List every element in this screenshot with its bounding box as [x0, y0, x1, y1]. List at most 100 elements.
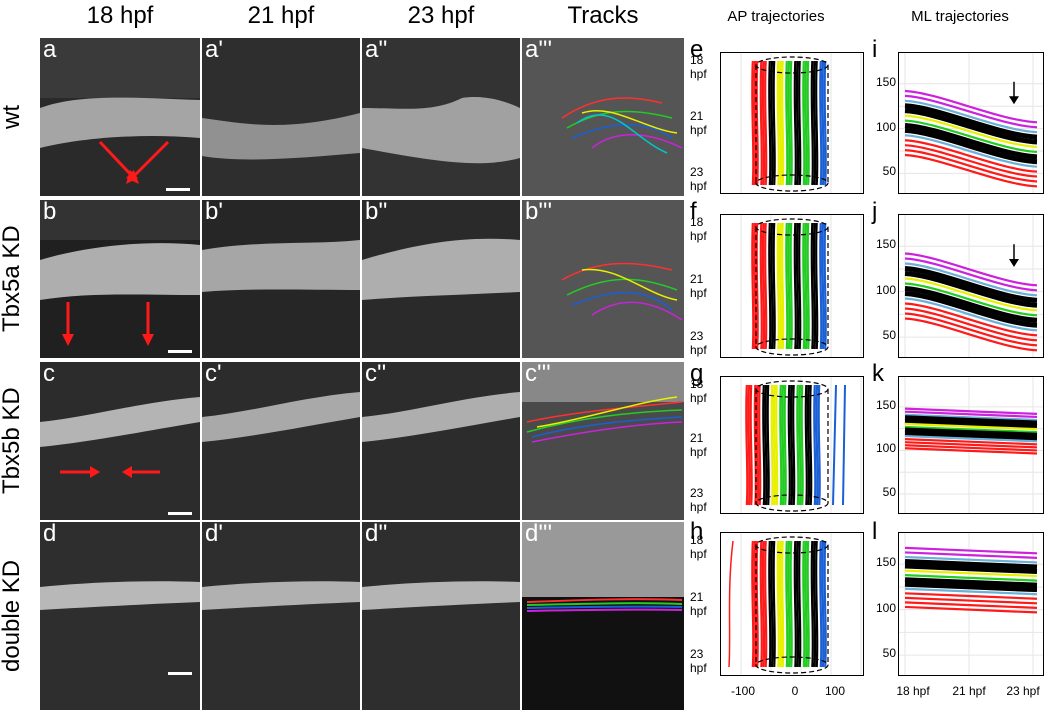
panel-label: a: [43, 38, 57, 63]
panel-label: c: [43, 362, 55, 387]
ap-trajectory: [806, 60, 810, 186]
ml-x-tick: 21 hpf: [952, 684, 986, 698]
ap-trajectory: [821, 540, 825, 668]
row-label-wt: wt: [0, 105, 25, 129]
ap-time-tick: 21 hpf: [690, 272, 707, 301]
ml-label-l: l: [872, 518, 878, 545]
panel-label: a': [205, 38, 223, 63]
ap-trajectory: [761, 540, 766, 668]
panel-label: a''': [525, 38, 553, 63]
ap-trajectory: [789, 384, 794, 506]
ap-trajectory: [806, 384, 811, 506]
ap-trajectory: [810, 222, 814, 350]
ml-plot-l: [898, 532, 1044, 676]
ml-trajectory: [904, 94, 1038, 129]
ap-time-tick: 18 hpf: [690, 376, 707, 405]
ap-trajectory: [781, 540, 785, 668]
ap-trajectory: [809, 384, 813, 506]
panel-d-dprime: d'': [362, 522, 520, 710]
panel-label: a'': [365, 38, 388, 63]
ml-y-tick: 150: [875, 74, 896, 89]
ap-trajectory: [815, 222, 819, 350]
ml-label-i: i: [872, 36, 878, 63]
ml-trajectory: [904, 441, 1038, 449]
ap-time-tick: 21 hpf: [690, 431, 707, 460]
ap-time-tick: 18 hpf: [690, 533, 707, 562]
ap-time-tick: 18 hpf: [690, 53, 707, 82]
ap-trajectory: [753, 222, 757, 350]
ml-trajectory: [904, 563, 1038, 575]
ap-trajectory: [802, 60, 806, 186]
ap-trajectory: [758, 384, 762, 506]
panel-b: b: [40, 200, 200, 358]
panel-label: d''': [525, 522, 553, 547]
ml-trajectory: [904, 601, 1038, 609]
ap-time-tick: 23 hpf: [690, 485, 707, 514]
ap-time-tick: 23 hpf: [690, 165, 707, 194]
ap-trajectory: [798, 540, 802, 668]
ap-time-tick: 21 hpf: [690, 109, 707, 138]
ml-trajectory: [904, 592, 1038, 600]
ap-trajectory: [768, 222, 772, 350]
ap-trajectory: [772, 540, 776, 668]
ml-trajectory: [904, 271, 1038, 308]
panel-label: b: [43, 200, 57, 225]
panel-d: d: [40, 522, 200, 710]
ml-trajectory: [904, 103, 1038, 140]
ml-trajectory: [904, 581, 1038, 593]
ap-trajectory: [785, 540, 789, 668]
ap-trajectory: [804, 222, 808, 350]
ml-trajectory: [904, 317, 1038, 352]
ml-trajectory: [904, 596, 1038, 605]
ap-trajectory: [798, 384, 802, 506]
ap-trajectory: [815, 60, 819, 186]
ap-trajectory: [783, 384, 787, 506]
ap-trajectory: [781, 222, 785, 350]
panel-label: d'': [365, 522, 388, 547]
ap-trajectory: [772, 222, 776, 350]
ap-trajectory: [817, 384, 821, 506]
ap-trajectory: [819, 60, 823, 186]
ap-trajectory: [823, 540, 827, 668]
panel-a: a: [40, 38, 200, 196]
ap-plot-f: [720, 214, 864, 358]
region-ellipse: [755, 174, 829, 192]
ml-trajectory: [904, 551, 1038, 559]
ap-trajectory: [781, 60, 785, 186]
ml-plot-j: [898, 214, 1044, 358]
ml-trajectory: [904, 605, 1038, 614]
ml-trajectory: [904, 559, 1038, 570]
ml-trajectory: [904, 307, 1038, 342]
ap-trajectory: [755, 384, 760, 506]
ml-trajectory: [904, 577, 1038, 588]
ap-trajectory: [785, 222, 789, 350]
ml-y-tick: 100: [875, 119, 896, 134]
ap-trajectory: [795, 60, 800, 186]
ap-trajectory: [806, 222, 810, 350]
ap-trajectory: [749, 384, 753, 506]
ml-trajectory: [904, 418, 1038, 429]
ml-trajectory: [904, 422, 1038, 431]
ap-trajectory: [815, 384, 819, 506]
panel-a-dprime: a'': [362, 38, 520, 196]
ap-trajectory: [747, 384, 751, 506]
ml-trajectory: [904, 415, 1038, 426]
ml-trajectory: [904, 252, 1038, 287]
ap-label-f: f: [690, 198, 697, 225]
ml-trajectory: [904, 149, 1038, 183]
header-ap: AP trajectories: [727, 8, 825, 25]
panel-label: d: [43, 522, 57, 547]
ap-time-tick: 23 hpf: [690, 328, 707, 357]
ap-time-tick: 21 hpf: [690, 590, 707, 619]
ml-trajectory: [904, 153, 1038, 188]
panel-b-tracks: b''': [522, 200, 684, 358]
ml-y-tick: 100: [875, 282, 896, 297]
ml-trajectory: [904, 266, 1038, 303]
ml-label-j: j: [872, 198, 878, 225]
ml-trajectory: [904, 407, 1038, 415]
ap-trajectory: [755, 540, 759, 668]
ml-trajectory: [904, 410, 1038, 419]
panel-label: b''': [525, 200, 553, 225]
ml-trajectory: [904, 108, 1038, 145]
ml-trajectory: [904, 430, 1038, 441]
